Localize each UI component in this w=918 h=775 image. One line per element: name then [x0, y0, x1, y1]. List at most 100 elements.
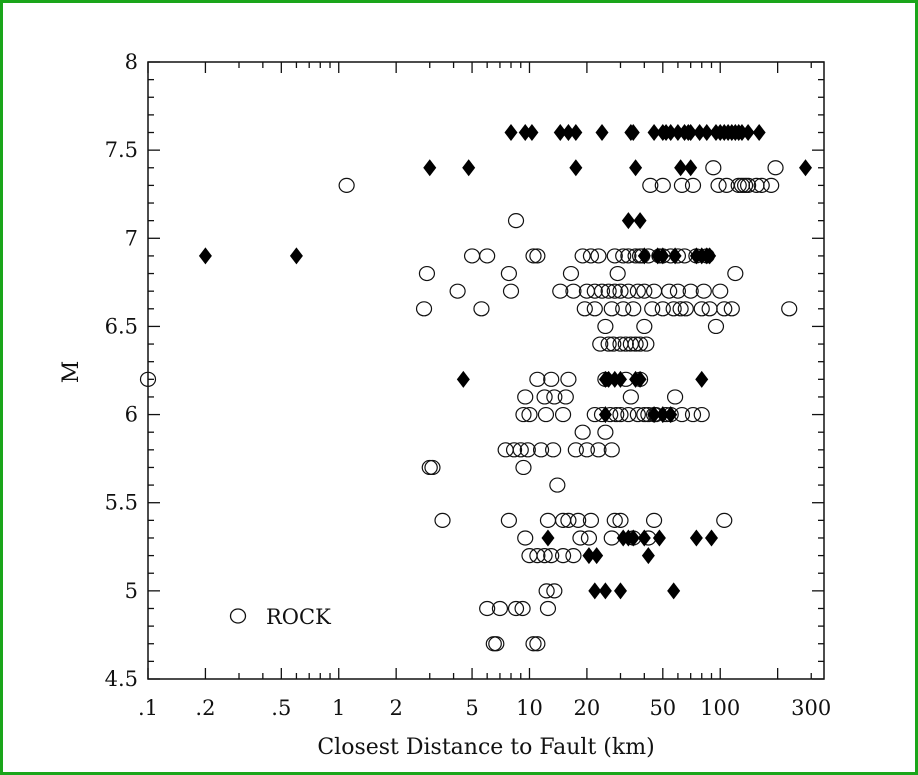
rock-point [549, 477, 566, 493]
rock-point [586, 301, 603, 317]
legend-marker-open-circle [229, 608, 247, 624]
rock-point [512, 442, 529, 458]
legend: ROCK [229, 605, 331, 629]
rock-point [415, 301, 433, 317]
rock-point [672, 301, 689, 317]
diamond-series [198, 124, 813, 600]
x-tick-label: .5 [271, 696, 291, 720]
x-ticks: .1 .2 .5 1 2 5 10 20 50 100 300 [138, 62, 831, 720]
rock-point [666, 389, 684, 405]
x-tick-label: 300 [791, 696, 831, 720]
rock-point [536, 389, 553, 405]
diamond-point [652, 529, 666, 547]
diamond-point [541, 529, 555, 547]
rock-point [682, 283, 699, 299]
diamond-point [641, 547, 655, 565]
rock-point [572, 530, 589, 546]
rock-point [606, 283, 623, 299]
rock-point [693, 406, 710, 423]
rock-point [600, 283, 617, 299]
rock-point [593, 283, 611, 299]
rock-point [707, 318, 725, 335]
rock-point [710, 177, 727, 193]
rock-point [617, 336, 634, 352]
rock-point [665, 301, 682, 317]
diamond-point [752, 124, 766, 142]
diamond-point [423, 159, 437, 177]
rock-point [565, 283, 582, 299]
rock-point [424, 459, 441, 476]
rock-point [529, 636, 546, 652]
rock-point [763, 177, 780, 193]
rock-point [418, 265, 436, 282]
rock-point [517, 530, 534, 546]
x-axis-title: Closest Distance to Fault (km) [317, 735, 654, 760]
diamond-point [621, 212, 635, 230]
rock-point [705, 160, 722, 176]
rock-point [473, 301, 490, 317]
rock-point [612, 283, 629, 299]
diamond-point [626, 529, 640, 547]
diamond-point [289, 247, 303, 265]
rock-point [505, 442, 523, 458]
y-axis-title: M [59, 361, 84, 384]
diamond-point [553, 124, 567, 142]
rock-point [574, 248, 591, 264]
y-tick-label: 8 [125, 50, 138, 74]
diamond-point [799, 159, 813, 177]
diamond-point [525, 124, 539, 142]
rock-point [629, 283, 646, 299]
rock-point [661, 283, 678, 299]
rock-point [644, 301, 661, 317]
diamond-point [689, 529, 703, 547]
diamond-point [671, 124, 685, 142]
rock-point [753, 177, 770, 193]
rock-point [538, 583, 555, 599]
rock-point [519, 442, 536, 458]
rock-point [716, 301, 733, 317]
rock-point [677, 301, 694, 317]
rock-point [539, 512, 557, 528]
rock-point [636, 318, 653, 335]
rock-point [497, 442, 514, 458]
rock-point [546, 583, 563, 599]
diamond-point [664, 406, 678, 424]
rock-point [597, 424, 614, 440]
y-tick-label: 6 [125, 403, 138, 427]
x-tick-label: .1 [138, 696, 158, 720]
rock-point [684, 406, 702, 423]
rock-point [620, 283, 637, 299]
diamond-point [462, 159, 476, 177]
y-tick-label: 6.5 [105, 314, 138, 338]
rock-point [605, 336, 622, 352]
diamond-point [626, 124, 640, 142]
rock-point [693, 301, 710, 317]
rock-point [580, 530, 598, 546]
rock-point [627, 336, 644, 352]
y-ticks: 4.5 5 5.5 6 6.5 7 7.5 8 [105, 50, 824, 691]
diamond-point [598, 406, 612, 424]
rock-point [684, 177, 702, 193]
rock-point [695, 283, 712, 299]
diamond-point [664, 124, 678, 142]
diamond-point [582, 547, 596, 565]
rock-point [642, 177, 659, 193]
diamond-point [456, 370, 470, 388]
rock-point [491, 600, 509, 617]
rock-point [576, 301, 593, 317]
rock-point [537, 406, 555, 423]
rock-point [592, 336, 609, 352]
diamond-point [588, 582, 602, 600]
x-tick-label: 5 [465, 696, 478, 720]
rock-point [552, 283, 569, 299]
diamond-point [741, 124, 755, 142]
rock-point [645, 512, 663, 528]
rock-point [560, 512, 577, 528]
rock-point [638, 336, 655, 352]
diamond-point [647, 406, 661, 424]
diamond-point [674, 159, 688, 177]
rock-point [645, 283, 663, 299]
rock-point [654, 301, 671, 317]
diamond-point [633, 370, 647, 388]
